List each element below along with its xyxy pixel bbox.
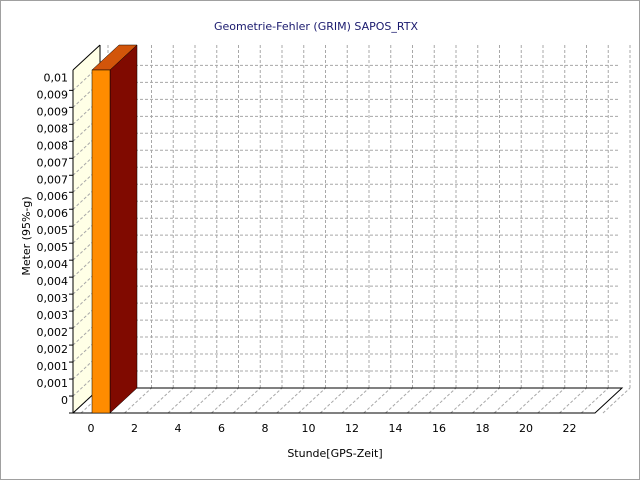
floor-grid-line [602, 387, 631, 414]
y-tick-label: 0 [61, 394, 68, 407]
x-tick-label: 16 [432, 422, 446, 435]
y-tick-label: 0,007 [37, 156, 69, 169]
x-tick-label: 2 [131, 422, 138, 435]
y-tick-label: 0,003 [37, 309, 69, 322]
floor-grid-line [211, 387, 239, 414]
x-tick-label: 4 [175, 422, 182, 435]
floor-grid-line [559, 387, 587, 414]
y-tick-label: 0,001 [37, 360, 69, 373]
y-tick-label: 0,001 [37, 377, 69, 390]
floor-grid-line [515, 387, 544, 414]
x-tick-label: 20 [519, 422, 533, 435]
y-tick-label: 0,005 [37, 224, 69, 237]
y-tick-label: 0,002 [37, 343, 69, 356]
floor-grid-line [580, 387, 609, 414]
x-tick-label: 10 [302, 422, 316, 435]
floor-grid-line [167, 387, 196, 414]
floor-grid-line [341, 387, 370, 414]
y-axis-label: Meter (95%-g) [20, 196, 33, 275]
floor-grid-line [319, 387, 348, 414]
floor-grid-line [145, 387, 174, 414]
y-tick-label: 0,008 [37, 122, 69, 135]
x-tick-label: 8 [262, 422, 269, 435]
y-tick-label: 0,002 [37, 326, 69, 339]
floor-grid-line [254, 387, 283, 414]
floor-grid-line [472, 387, 500, 414]
y-tick-label: 0,008 [37, 139, 69, 152]
floor-grid-line [428, 387, 457, 414]
y-tick-label: 0,009 [37, 88, 69, 101]
y-tick-label: 0,007 [37, 173, 69, 186]
y-tick-label: 0,006 [37, 207, 69, 220]
x-tick-label: 6 [218, 422, 225, 435]
floor-grid-line [450, 387, 479, 414]
floor-grid-line [493, 387, 522, 414]
floor-grid-line [276, 387, 305, 414]
y-tick-label: 0,005 [37, 241, 69, 254]
y-tick-label: 0,006 [37, 190, 69, 203]
bar [91, 69, 111, 414]
floor-grid-line [189, 387, 218, 414]
y-tick-label: 0,004 [37, 275, 69, 288]
y-tick-label: 0,003 [37, 292, 69, 305]
y-tick-label: 0,004 [37, 258, 69, 271]
y-tick-label: 0,009 [37, 105, 69, 118]
floor-grid-line [537, 387, 566, 414]
floor-grid-line [385, 387, 413, 414]
floor-grid-line [232, 387, 261, 414]
axis-frame [72, 44, 101, 71]
floor-grid-line [298, 387, 326, 414]
floor-grid-line [406, 387, 435, 414]
x-tick-label: 22 [563, 422, 577, 435]
x-tick-label: 12 [345, 422, 359, 435]
x-tick-label: 0 [88, 422, 95, 435]
x-axis-label: Stunde[GPS-Zeit] [287, 447, 382, 460]
chart-title: Geometrie-Fehler (GRIM) SAPOS_RTX [214, 20, 418, 33]
bar-side [109, 44, 138, 414]
floor-grid-line [363, 387, 392, 414]
x-tick-label: 18 [476, 422, 490, 435]
x-tick-label: 14 [389, 422, 403, 435]
y-tick-label: 0,01 [44, 71, 69, 84]
floor-grid-line [124, 387, 152, 414]
